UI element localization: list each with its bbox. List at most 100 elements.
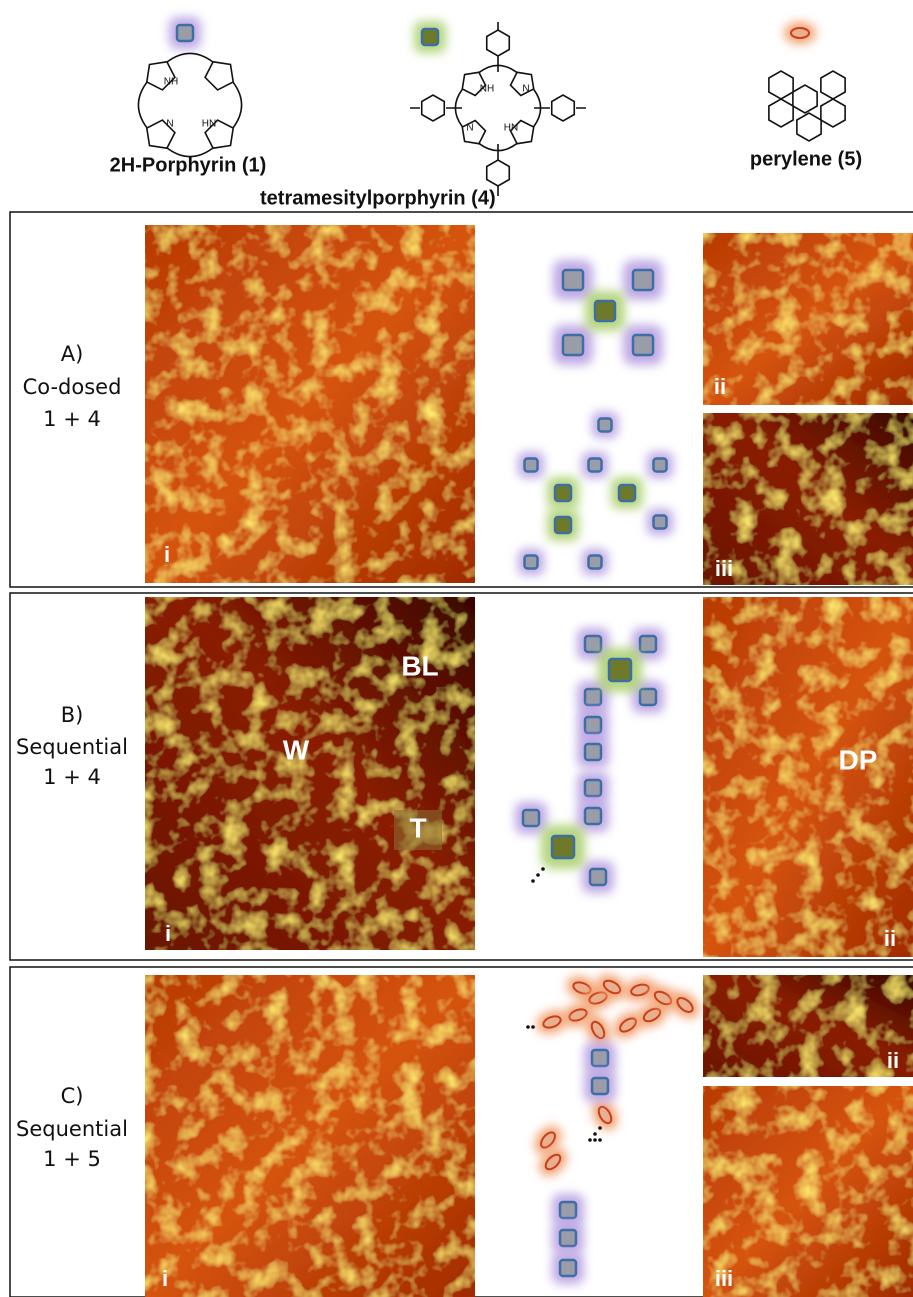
dot [531, 1025, 535, 1029]
icon-square [560, 1260, 576, 1276]
atom-label: NH [480, 84, 494, 95]
atom-label: N [522, 84, 529, 95]
atom-label: N [466, 123, 473, 134]
bond [138, 53, 241, 156]
atom-label: NH [164, 77, 178, 88]
bond [455, 65, 540, 150]
atom-label: HN [504, 123, 518, 134]
stm-image [145, 975, 475, 1297]
dot [531, 879, 535, 883]
stm-image [703, 597, 913, 957]
icon-square [422, 29, 438, 45]
panel-condition: Co-dosed [23, 375, 122, 399]
icon-square [523, 810, 539, 826]
icon-square [525, 556, 538, 569]
atom-label: N [166, 119, 173, 130]
bond [769, 99, 793, 127]
icon-square [654, 516, 667, 529]
dot [593, 1138, 597, 1142]
icon-square [609, 659, 631, 681]
figure: NHNHN2H-Porphyrin (1)NHNNHNtetramesitylp… [0, 0, 913, 1297]
dot [588, 1138, 592, 1142]
icon-square [640, 636, 656, 652]
stm-image [703, 1086, 913, 1297]
icon-square [585, 744, 601, 760]
panel-letter: B) [61, 703, 84, 727]
icon-square [563, 335, 583, 355]
dot [541, 867, 545, 871]
panels: A) Co-dosed 1 + 4 B) Sequential 1 + 4 C) Sequen… [10, 212, 913, 1297]
dot [536, 873, 540, 877]
panel-letter: C) [61, 1084, 84, 1108]
molecule-name: tetramesitylporphyrin (4) [260, 187, 496, 209]
panel-condition: 1 + 4 [43, 407, 101, 431]
icon-square [560, 1202, 576, 1218]
bond [552, 95, 575, 121]
panel-condition: Sequential [16, 735, 128, 759]
image-label: i [165, 921, 171, 946]
icon-square [585, 808, 601, 824]
dot [598, 1138, 602, 1142]
feature-label: W [283, 734, 310, 765]
panel-condition: Sequential [16, 1117, 128, 1141]
molecule-name: perylene (5) [750, 148, 862, 170]
icon-square [552, 836, 574, 858]
dot [526, 1025, 530, 1029]
icon-square [595, 301, 615, 321]
icon-square [592, 1078, 608, 1094]
panel-condition: 1 + 5 [43, 1147, 101, 1171]
icon-square [633, 335, 653, 355]
feature-label: DP [839, 744, 878, 775]
molecule-name: 2H-Porphyrin (1) [110, 154, 267, 176]
bond [821, 99, 845, 127]
image-label: iii [715, 556, 733, 581]
dot [593, 1132, 597, 1136]
icon-square [592, 1050, 608, 1066]
stm-image [703, 413, 913, 585]
image-label: ii [884, 926, 896, 951]
stm-image [145, 225, 475, 583]
bond [797, 113, 821, 141]
icon-square [563, 270, 583, 290]
panel-letter: A) [61, 342, 84, 366]
icon-square [599, 419, 612, 432]
bond [487, 160, 510, 186]
schematic [515, 260, 704, 1284]
image-label: i [162, 1266, 168, 1291]
icon-square [177, 25, 193, 41]
icon-square [640, 689, 656, 705]
icon-square [589, 459, 602, 472]
feature-label: T [409, 812, 426, 843]
image-label: ii [714, 374, 726, 399]
icon-ellipse [791, 28, 809, 38]
icon-square [585, 780, 601, 796]
icon-square [585, 636, 601, 652]
image-label: i [164, 542, 170, 567]
stm-image [703, 233, 913, 405]
bond [205, 62, 233, 90]
icon-square [555, 517, 571, 533]
icon-square [555, 485, 571, 501]
bond [487, 30, 510, 56]
bond [422, 95, 445, 121]
dot [598, 1126, 602, 1130]
bond [793, 85, 817, 113]
stm-image [703, 975, 913, 1077]
icon-square [525, 459, 538, 472]
feature-label: BL [401, 650, 438, 681]
bond [821, 71, 845, 99]
icon-square [654, 459, 667, 472]
panel-condition: 1 + 4 [43, 765, 101, 789]
image-label: iii [715, 1266, 733, 1291]
icon-square [633, 270, 653, 290]
icon-square [619, 485, 635, 501]
icon-square [589, 556, 602, 569]
icon-square [585, 717, 601, 733]
icon-square [585, 689, 601, 705]
atom-label: HN [202, 119, 216, 130]
icon-square [560, 1230, 576, 1246]
bond [769, 71, 793, 99]
icon-square [590, 869, 606, 885]
image-label: ii [887, 1048, 899, 1073]
